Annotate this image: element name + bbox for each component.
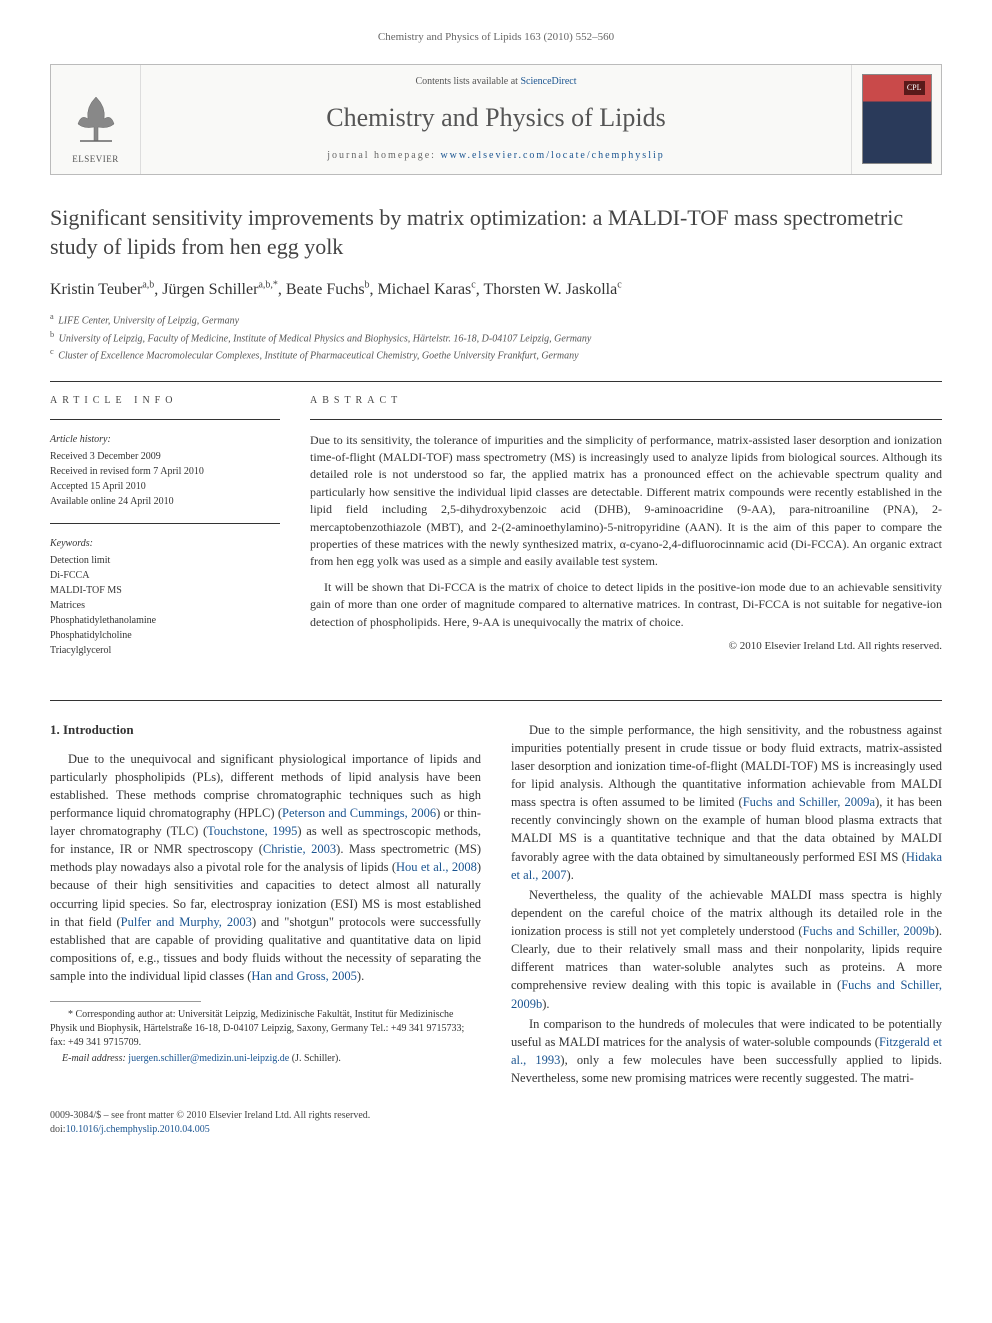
info-rule-1: [50, 419, 280, 420]
abstract-head: abstract: [310, 394, 942, 409]
author-3: Beate Fuchsb: [286, 281, 370, 298]
running-header: Chemistry and Physics of Lipids 163 (201…: [50, 30, 942, 46]
footnotes: * Corresponding author at: Universität L…: [50, 1008, 481, 1066]
abstract-body: Due to its sensitivity, the tolerance of…: [310, 432, 942, 631]
ref-link[interactable]: Hou et al., 2008: [396, 860, 477, 874]
keyword: Phosphatidylcholine: [50, 628, 280, 643]
publisher-name: ELSEVIER: [72, 153, 119, 166]
keyword: Triacylglycerol: [50, 643, 280, 658]
intro-p2: Due to the simple performance, the high …: [511, 721, 942, 884]
abstract-copyright: © 2010 Elsevier Ireland Ltd. All rights …: [310, 639, 942, 655]
history-line: Received 3 December 2009: [50, 449, 280, 464]
elsevier-tree-icon: [66, 89, 126, 149]
keywords-subhead: Keywords:: [50, 536, 280, 551]
contents-available-line: Contents lists available at ScienceDirec…: [415, 75, 576, 90]
ref-link[interactable]: Han and Gross, 2005: [251, 969, 357, 983]
section-1-head: 1. Introduction: [50, 721, 481, 740]
rule-top: [50, 381, 942, 382]
affiliation-b: b University of Leipzig, Faculty of Medi…: [50, 329, 942, 346]
issn-line: 0009-3084/$ – see front matter © 2010 El…: [50, 1109, 942, 1123]
author-5: Thorsten W. Jaskollac: [483, 281, 621, 298]
intro-p1: Due to the unequivocal and significant p…: [50, 750, 481, 986]
intro-p4: In comparison to the hundreds of molecul…: [511, 1015, 942, 1088]
author-4: Michael Karasc: [378, 281, 476, 298]
body-columns: 1. Introduction Due to the unequivocal a…: [50, 721, 942, 1090]
affiliation-a: a LIFE Center, University of Leipzig, Ge…: [50, 311, 942, 328]
article-info-col: article info Article history: Received 3…: [50, 394, 280, 672]
history-line: Accepted 15 April 2010: [50, 479, 280, 494]
corresponding-author-note: * Corresponding author at: Universität L…: [50, 1008, 481, 1050]
keywords-block: Keywords: Detection limit Di-FCCA MALDI-…: [50, 536, 280, 658]
abstract-p1: Due to its sensitivity, the tolerance of…: [310, 432, 942, 571]
ref-link[interactable]: Touchstone, 1995: [207, 824, 297, 838]
banner-center: Contents lists available at ScienceDirec…: [141, 65, 851, 174]
doi-line: doi:10.1016/j.chemphyslip.2010.04.005: [50, 1123, 942, 1137]
author-2: Jürgen Schillera,b,*: [162, 281, 278, 298]
abstract-p2: It will be shown that Di-FCCA is the mat…: [310, 579, 942, 631]
ref-link[interactable]: Christie, 2003: [263, 842, 336, 856]
footnote-separator: [50, 1001, 201, 1002]
keyword: Phosphatidylethanolamine: [50, 613, 280, 628]
doi-link[interactable]: 10.1016/j.chemphyslip.2010.04.005: [66, 1124, 210, 1135]
affiliation-c: c Cluster of Excellence Macromolecular C…: [50, 346, 942, 363]
rule-thick: [50, 700, 942, 701]
history-line: Available online 24 April 2010: [50, 494, 280, 509]
history-subhead: Article history:: [50, 432, 280, 447]
email-link[interactable]: juergen.schiller@medizin.uni-leipzig.de: [128, 1053, 289, 1064]
homepage-line: journal homepage: www.elsevier.com/locat…: [327, 149, 665, 164]
email-note: E-mail address: juergen.schiller@medizin…: [50, 1052, 481, 1066]
keyword: Matrices: [50, 598, 280, 613]
cover-thumb-block: [851, 65, 941, 174]
sciencedirect-link[interactable]: ScienceDirect: [520, 76, 576, 87]
journal-name: Chemistry and Physics of Lipids: [326, 99, 665, 137]
ref-link[interactable]: Peterson and Cummings, 2006: [282, 806, 436, 820]
contents-prefix: Contents lists available at: [415, 76, 520, 87]
article-info-head: article info: [50, 394, 280, 409]
history-line: Received in revised form 7 April 2010: [50, 464, 280, 479]
ref-link[interactable]: Fuchs and Schiller, 2009b: [803, 924, 935, 938]
publisher-logo-block: ELSEVIER: [51, 65, 141, 174]
body-col-right: Due to the simple performance, the high …: [511, 721, 942, 1090]
journal-banner: ELSEVIER Contents lists available at Sci…: [50, 64, 942, 175]
abstract-rule: [310, 419, 942, 420]
body-col-left: 1. Introduction Due to the unequivocal a…: [50, 721, 481, 1090]
ref-link[interactable]: Pulfer and Murphy, 2003: [121, 915, 252, 929]
keyword: Di-FCCA: [50, 568, 280, 583]
info-rule-2: [50, 523, 280, 524]
affiliations: a LIFE Center, University of Leipzig, Ge…: [50, 311, 942, 363]
ref-link[interactable]: Fuchs and Schiller, 2009a: [743, 795, 875, 809]
homepage-link[interactable]: www.elsevier.com/locate/chemphyslip: [440, 150, 664, 161]
article-title: Significant sensitivity improvements by …: [50, 203, 942, 262]
author-list: Kristin Teubera,b, Jürgen Schillera,b,*,…: [50, 278, 942, 301]
keyword: MALDI-TOF MS: [50, 583, 280, 598]
intro-p3: Nevertheless, the quality of the achieva…: [511, 886, 942, 1013]
info-abstract-row: article info Article history: Received 3…: [50, 394, 942, 672]
keyword: Detection limit: [50, 553, 280, 568]
abstract-col: abstract Due to its sensitivity, the tol…: [310, 394, 942, 672]
page-footer: 0009-3084/$ – see front matter © 2010 El…: [50, 1109, 942, 1137]
article-history: Article history: Received 3 December 200…: [50, 432, 280, 509]
journal-cover-icon: [862, 74, 932, 164]
homepage-prefix: journal homepage:: [327, 150, 440, 161]
author-1: Kristin Teubera,b: [50, 281, 154, 298]
